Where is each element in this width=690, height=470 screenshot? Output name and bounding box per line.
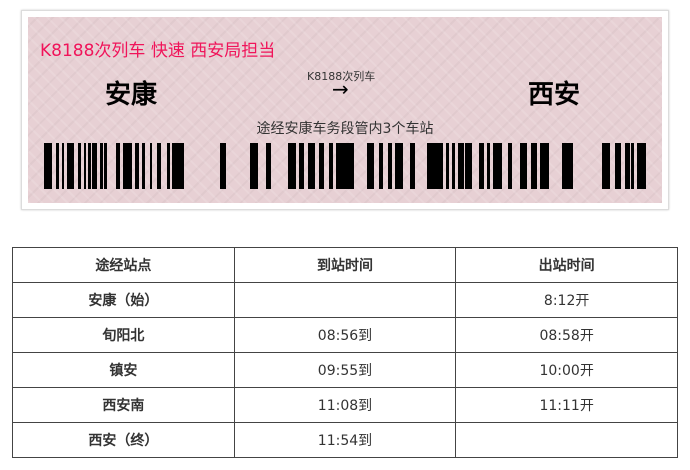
- station-cell: 西安（终）: [12, 422, 235, 458]
- train-number: K8188次列车: [307, 70, 376, 83]
- arrive-cell: 08:56到: [233, 317, 457, 353]
- barcode-bar: [615, 143, 621, 189]
- arrive-cell: 09:55到: [233, 352, 457, 388]
- barcode-bar: [249, 143, 258, 189]
- barcode-bar: [601, 143, 611, 189]
- barcode-bar: [83, 143, 87, 189]
- barcode-bar: [99, 143, 103, 189]
- arrive-cell: 11:54到: [233, 422, 457, 458]
- barcode-bar: [67, 143, 75, 189]
- barcode-bar: [92, 143, 97, 189]
- barcode-bar: [631, 143, 635, 189]
- header-depart: 出站时间: [455, 247, 678, 283]
- barcode-bar: [123, 143, 132, 189]
- barcode-bar: [287, 143, 297, 189]
- barcode-bar: [427, 143, 443, 189]
- barcode-bar: [562, 143, 574, 189]
- barcode-bar: [367, 143, 374, 189]
- train-headline: K8188次列车 快速 西安局担当: [40, 41, 276, 61]
- barcode-bar: [135, 143, 140, 189]
- barcode-bar: [531, 143, 538, 189]
- station-cell: 镇安: [12, 352, 235, 388]
- barcode-bar: [487, 143, 491, 189]
- station-cell: 安康（始）: [12, 282, 235, 318]
- barcode-bar: [308, 143, 316, 189]
- barcode-bar: [104, 143, 107, 189]
- barcode-bar: [265, 143, 272, 189]
- barcode-bar: [519, 143, 527, 189]
- barcode-bar: [409, 143, 416, 189]
- barcode-bar: [44, 143, 53, 189]
- barcode-bar: [318, 143, 325, 189]
- table-row: 旬阳北 08:56到 08:58开: [12, 317, 678, 353]
- barcode-bar: [61, 143, 65, 189]
- barcode-bar: [328, 143, 334, 189]
- header-arrive: 到站时间: [233, 247, 457, 283]
- barcode-bar: [446, 143, 450, 189]
- barcode-bar: [77, 143, 81, 189]
- ticket-frame: K8188次列车 快速 西安局担当 安康 K8188次列车 → 西安 途经安康车…: [21, 10, 669, 210]
- station-cell: 西安南: [12, 387, 235, 423]
- table-row: 西安（终） 11:54到: [12, 422, 678, 458]
- depart-cell: 8:12开: [455, 282, 678, 318]
- barcode-bar: [299, 143, 304, 189]
- ticket: K8188次列车 快速 西安局担当 安康 K8188次列车 → 西安 途经安康车…: [28, 17, 662, 203]
- table-header-row: 途经站点 到站时间 出站时间: [12, 247, 678, 283]
- barcode-bar: [478, 143, 485, 189]
- barcode-bar: [115, 143, 121, 189]
- origin-station: 安康: [105, 80, 158, 110]
- arrive-cell: [233, 282, 457, 318]
- barcode-bar: [378, 143, 383, 189]
- schedule-table: 途经站点 到站时间 出站时间 安康（始） 8:12开 旬阳北 08:56到 08:58…: [12, 247, 678, 458]
- barcode-bar: [387, 143, 392, 189]
- barcode-bar: [458, 143, 464, 189]
- depart-cell: 11:11开: [455, 387, 678, 423]
- barcode-bar: [88, 143, 91, 189]
- barcode-bar: [55, 143, 59, 189]
- barcode-bar: [465, 143, 473, 189]
- barcode-bar: [336, 143, 355, 189]
- barcode-bar: [220, 143, 226, 189]
- barcode-bar: [507, 143, 513, 189]
- via-text: 途经安康车务段管内3个车站: [256, 121, 434, 137]
- barcode-bar: [540, 143, 549, 189]
- barcode-bar: [493, 143, 502, 189]
- barcode-bar: [637, 143, 646, 189]
- depart-cell: 08:58开: [455, 317, 678, 353]
- barcode-bar: [157, 143, 162, 189]
- barcode-bar: [171, 143, 185, 189]
- depart-cell: [455, 422, 678, 458]
- barcode-bar: [142, 143, 146, 189]
- arrive-cell: 11:08到: [233, 387, 457, 423]
- destination-station: 西安: [528, 80, 581, 110]
- table-row: 镇安 09:55到 10:00开: [12, 352, 678, 388]
- arrow-right-icon: →: [332, 77, 349, 101]
- barcode-bar: [149, 143, 153, 189]
- barcode-bar: [167, 143, 171, 189]
- header-station: 途经站点: [12, 247, 235, 283]
- barcode-bar: [394, 143, 404, 189]
- barcode-bar: [625, 143, 630, 189]
- depart-cell: 10:00开: [455, 352, 678, 388]
- barcode: [44, 143, 646, 189]
- table-row: 安康（始） 8:12开: [12, 282, 678, 318]
- station-cell: 旬阳北: [12, 317, 235, 353]
- barcode-bar: [452, 143, 455, 189]
- table-row: 西安南 11:08到 11:11开: [12, 387, 678, 423]
